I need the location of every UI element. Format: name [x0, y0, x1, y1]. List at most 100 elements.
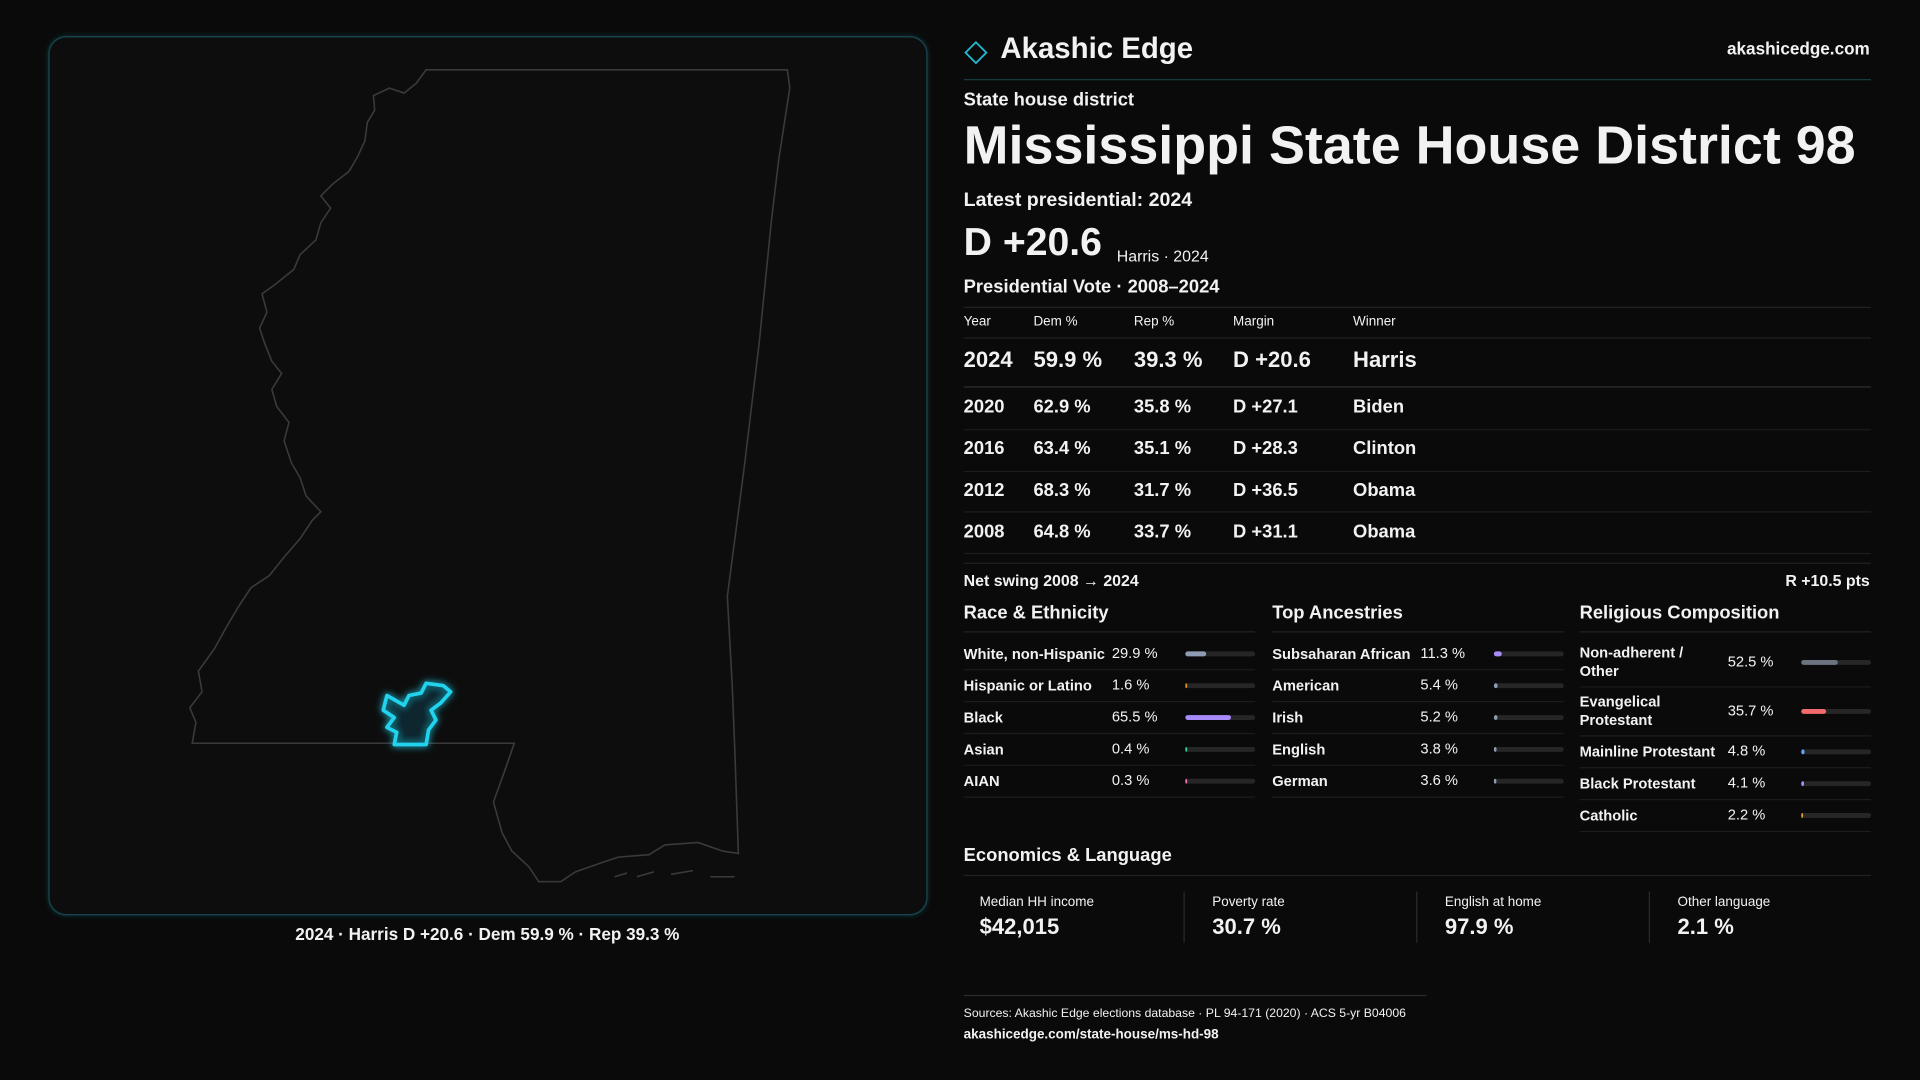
swing-label: Net swing 2008 → 2024: [964, 573, 1139, 590]
row-label-box: White, non-Hispanic: [963, 644, 1105, 662]
row-value: 2.2 %: [1728, 807, 1766, 823]
latest-label: Latest presidential: 2024: [964, 189, 1193, 211]
row-value: 35.7 %: [1728, 703, 1774, 719]
site-link[interactable]: akashicedge.com: [1727, 39, 1870, 59]
column-header: Rep %: [1134, 314, 1174, 329]
presidential-title: Presidential Vote · 2008–2024: [964, 276, 1221, 297]
table-cell: D +20.6: [1233, 347, 1311, 372]
row-label: Irish: [1272, 708, 1304, 726]
brand-logo: [964, 40, 988, 65]
table-cell: 59.9 %: [1033, 347, 1102, 372]
bar-track: [1185, 746, 1256, 752]
bar-track: [1801, 749, 1872, 755]
row-label-box: English: [1272, 740, 1325, 757]
table-cell: 68.3 %: [1033, 479, 1090, 500]
table-cell: 2008: [964, 520, 1005, 541]
row-label-box: Black: [963, 708, 1003, 726]
bar: [1493, 651, 1502, 657]
row-label-box: Irish: [1272, 708, 1304, 726]
row-label: Hispanic or Latino: [963, 676, 1092, 694]
coast-islands: [614, 869, 735, 878]
row-label-box: Mainline Protestant: [1579, 742, 1716, 760]
bar: [1801, 708, 1827, 714]
row-value: 65.5 %: [1112, 709, 1158, 725]
row-label: Black Protestant: [1579, 774, 1696, 792]
table-cell: 35.8 %: [1134, 396, 1191, 417]
row-label-box: Black Protestant: [1579, 774, 1696, 792]
row-value: 3.8 %: [1420, 741, 1458, 757]
bar: [1493, 683, 1498, 689]
district-kind: State house district: [964, 88, 1134, 109]
footer-url[interactable]: akashicedge.com/state-house/ms-hd-98: [964, 1026, 1219, 1041]
latest-margin-note: Harris · 2024: [1117, 248, 1209, 265]
row-label-box: German: [1272, 772, 1328, 789]
row-value: 29.9 %: [1112, 646, 1158, 662]
table-cell: D +27.1: [1233, 396, 1298, 417]
bar: [1801, 781, 1805, 787]
state-outline: [188, 69, 791, 883]
latest-margin: D +20.6: [964, 221, 1102, 264]
row-label-box: Evangelical Protestant: [1579, 693, 1661, 729]
table-cell: Clinton: [1353, 437, 1416, 458]
bar: [1493, 746, 1497, 752]
map-caption: 2024 · Harris D +20.6 · Dem 59.9 % · Rep…: [295, 924, 679, 944]
demographics: Race & Ethnicity White, non-Hispanic 29.9 …: [963, 601, 1872, 833]
economics-title: Economics & Language: [964, 844, 1172, 865]
table-cell: 64.8 %: [1033, 520, 1090, 541]
bar-track: [1801, 813, 1872, 818]
table-cell: 2016: [964, 437, 1005, 458]
bar: [1185, 746, 1188, 752]
row-value: 5.2 %: [1420, 709, 1458, 725]
district-title: Mississippi State House District 98: [964, 116, 1856, 176]
table-cell: 39.3 %: [1134, 347, 1203, 372]
table-cell: Obama: [1353, 520, 1416, 541]
card-value: 2.1 %: [1678, 914, 1735, 939]
column-header: Dem %: [1033, 314, 1077, 329]
district-shape: [381, 681, 453, 747]
bar: [1801, 660, 1838, 665]
bar: [1801, 813, 1804, 818]
bar-track: [1493, 683, 1564, 689]
card-label: Poverty rate: [1212, 894, 1285, 909]
row-value: 0.3 %: [1112, 773, 1150, 789]
table-cell: 31.7 %: [1134, 479, 1191, 500]
column-header: Year: [964, 314, 992, 329]
bar: [1801, 749, 1805, 755]
map-panel: [48, 35, 928, 916]
bar-track: [1801, 781, 1872, 787]
card-value: 30.7 %: [1212, 914, 1281, 939]
bar: [1185, 651, 1207, 657]
row-value: 4.1 %: [1728, 776, 1766, 792]
bar-track: [1185, 683, 1256, 689]
row-label-box: American: [1272, 677, 1339, 694]
row-label: Non-adherent / Other: [1579, 644, 1684, 680]
table-cell: Obama: [1353, 479, 1416, 500]
row-label: White, non-Hispanic: [963, 644, 1105, 662]
row-label-box: Asian: [963, 740, 1004, 758]
table-cell: 62.9 %: [1033, 396, 1090, 417]
row-label-box: Catholic: [1580, 806, 1638, 823]
row-label-box: Subsaharan African: [1272, 645, 1410, 662]
row-label: Mainline Protestant: [1579, 742, 1716, 760]
bar-track: [1493, 778, 1564, 784]
bar: [1493, 778, 1497, 784]
bar-track: [1493, 715, 1564, 720]
card-label: Other language: [1678, 894, 1771, 909]
section-title: Top Ancestries: [1272, 601, 1403, 622]
table-cell: 2024: [964, 347, 1014, 372]
table-cell: D +28.3: [1233, 437, 1298, 458]
column-header: Margin: [1233, 314, 1274, 329]
brand-name: Akashic Edge: [1000, 32, 1193, 65]
bar: [1493, 715, 1498, 720]
row-label: Evangelical Protestant: [1579, 693, 1661, 729]
table-cell: 2020: [964, 396, 1005, 417]
row-value: 3.6 %: [1420, 773, 1458, 789]
row-label: Asian: [963, 740, 1004, 758]
row-label: Black: [963, 708, 1003, 726]
bar-track: [1493, 746, 1564, 752]
row-label-box: Hispanic or Latino: [963, 676, 1092, 694]
bar: [1185, 778, 1188, 784]
table-cell: Biden: [1353, 396, 1404, 417]
